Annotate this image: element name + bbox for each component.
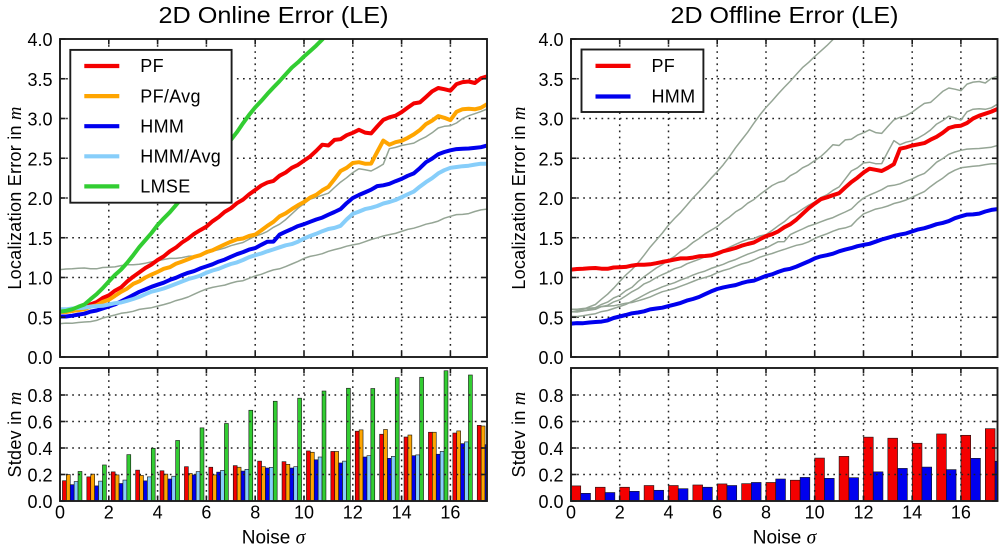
svg-text:12: 12 (343, 503, 363, 523)
svg-text:0.6: 0.6 (538, 413, 563, 433)
svg-text:16: 16 (440, 503, 460, 523)
svg-text:14: 14 (902, 503, 922, 523)
svg-text:0.0: 0.0 (538, 492, 563, 512)
svg-text:0.0: 0.0 (538, 348, 563, 368)
svg-text:0.2: 0.2 (27, 466, 52, 486)
svg-text:Localization Error in m: Localization Error in m (5, 106, 26, 289)
svg-text:6: 6 (712, 503, 722, 523)
svg-text:1.0: 1.0 (27, 269, 52, 289)
svg-text:3.0: 3.0 (538, 110, 563, 130)
svg-text:2: 2 (615, 503, 625, 523)
svg-text:4.0: 4.0 (538, 30, 563, 50)
svg-text:0.2: 0.2 (538, 466, 563, 486)
svg-text:8: 8 (761, 503, 771, 523)
svg-text:4: 4 (663, 503, 673, 523)
svg-text:HMM: HMM (140, 116, 184, 136)
svg-text:0: 0 (55, 503, 65, 523)
svg-text:0.0: 0.0 (27, 492, 52, 512)
svg-text:2D Online Error (LE): 2D Online Error (LE) (159, 2, 389, 28)
svg-text:2.0: 2.0 (538, 189, 563, 209)
svg-text:2: 2 (104, 503, 114, 523)
svg-text:2.0: 2.0 (27, 189, 52, 209)
svg-text:3.5: 3.5 (27, 70, 52, 90)
svg-text:16: 16 (951, 503, 971, 523)
svg-text:12: 12 (853, 503, 873, 523)
svg-text:Stdev in m: Stdev in m (509, 392, 530, 478)
svg-text:Noise σ: Noise σ (753, 528, 818, 549)
svg-text:Stdev in m: Stdev in m (5, 392, 26, 478)
svg-text:10: 10 (805, 503, 825, 523)
svg-text:Localization Error in m: Localization Error in m (509, 106, 530, 289)
svg-text:0.5: 0.5 (27, 308, 52, 328)
svg-text:0.8: 0.8 (538, 386, 563, 406)
svg-text:6: 6 (201, 503, 211, 523)
svg-text:1.5: 1.5 (538, 229, 563, 249)
svg-text:HMM/Avg: HMM/Avg (140, 147, 221, 167)
svg-text:0.4: 0.4 (27, 439, 52, 459)
svg-text:8: 8 (250, 503, 260, 523)
svg-text:2D Offline Error (LE): 2D Offline Error (LE) (671, 2, 899, 28)
svg-text:0.0: 0.0 (27, 348, 52, 368)
svg-text:1.5: 1.5 (27, 229, 52, 249)
svg-text:1.0: 1.0 (538, 269, 563, 289)
svg-text:PF/Avg: PF/Avg (140, 86, 201, 106)
svg-text:0.5: 0.5 (538, 308, 563, 328)
svg-text:Noise σ: Noise σ (242, 528, 307, 549)
svg-text:0.8: 0.8 (27, 386, 52, 406)
svg-text:0.4: 0.4 (538, 439, 563, 459)
svg-text:4: 4 (153, 503, 163, 523)
svg-text:0.6: 0.6 (27, 413, 52, 433)
svg-text:2.5: 2.5 (538, 149, 563, 169)
svg-text:3.5: 3.5 (538, 70, 563, 90)
svg-text:PF: PF (140, 56, 164, 76)
svg-text:0: 0 (566, 503, 576, 523)
svg-text:10: 10 (294, 503, 314, 523)
svg-text:HMM: HMM (652, 87, 696, 107)
svg-text:PF: PF (652, 56, 676, 76)
svg-text:4.0: 4.0 (27, 30, 52, 50)
svg-text:3.0: 3.0 (27, 110, 52, 130)
svg-text:2.5: 2.5 (27, 149, 52, 169)
svg-text:LMSE: LMSE (140, 177, 190, 197)
svg-text:14: 14 (392, 503, 412, 523)
